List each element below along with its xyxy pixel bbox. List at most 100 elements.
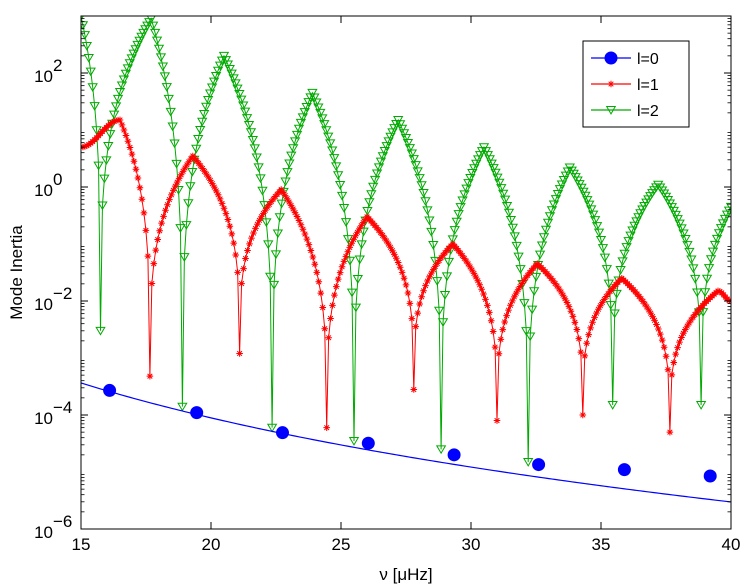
data-point: [354, 255, 365, 265]
data-point: [361, 436, 375, 450]
data-point: [350, 303, 362, 313]
data-point: [212, 66, 224, 76]
data-point: [684, 247, 695, 257]
data-point: [132, 165, 140, 173]
data-point: [329, 302, 336, 309]
data-point: [422, 282, 429, 289]
data-point: [220, 56, 232, 65]
data-point: [402, 281, 410, 289]
data-point: [492, 173, 503, 183]
data-point: [242, 255, 249, 262]
data-point: [166, 196, 173, 203]
y-tick-label: 10: [34, 409, 53, 428]
data-point: [344, 248, 352, 256]
data-point: [288, 144, 299, 154]
data-point: [645, 306, 653, 314]
data-point: [474, 277, 482, 285]
data-point: [202, 95, 214, 105]
data-point: [226, 222, 234, 230]
y-tick-exponent: −2: [53, 284, 72, 303]
data-point: [187, 167, 198, 177]
data-point: [519, 299, 530, 308]
data-point: [151, 36, 163, 46]
data-point: [130, 158, 138, 165]
data-point: [478, 285, 485, 293]
data-point: [396, 263, 404, 271]
data-point: [680, 329, 687, 337]
data-point: [701, 274, 713, 284]
data-point: [705, 255, 717, 265]
data-point: [108, 110, 120, 120]
data-point: [289, 137, 301, 147]
data-point: [199, 110, 210, 119]
data-point: [404, 289, 412, 297]
data-point: [662, 353, 670, 360]
data-point: [361, 216, 369, 223]
data-point: [398, 129, 410, 139]
data-point: [601, 265, 613, 274]
data-point: [210, 183, 218, 191]
data-point: [666, 428, 674, 436]
data-point: [488, 164, 499, 173]
legend: l=0 l=1 l=2: [582, 40, 690, 128]
data-point: [307, 88, 318, 98]
data-point: [263, 240, 274, 250]
data-point: [252, 225, 259, 232]
data-point: [193, 134, 204, 144]
data-point: [381, 234, 388, 242]
data-point: [284, 159, 295, 169]
data-point: [144, 252, 152, 260]
data-point: [175, 175, 183, 182]
data-point: [309, 93, 320, 103]
data-point: [153, 44, 165, 54]
data-point: [148, 280, 156, 287]
data-point: [605, 301, 616, 310]
data-point: [167, 122, 178, 132]
data-point: [441, 272, 453, 282]
data-point: [435, 445, 447, 455]
data-point: [486, 309, 493, 316]
data-point: [204, 89, 216, 99]
data-point: [245, 128, 257, 138]
data-point: [201, 167, 208, 175]
data-point: [586, 205, 597, 215]
data-point: [147, 21, 159, 31]
data-point: [686, 255, 697, 265]
data-point: [536, 241, 548, 251]
data-point: [253, 163, 264, 173]
data-point: [356, 225, 363, 233]
data-point: [295, 217, 303, 224]
x-tick-label: 20: [202, 535, 221, 554]
data-point: [346, 244, 354, 251]
data-point: [585, 331, 592, 338]
data-point: [103, 383, 117, 397]
data-point: [591, 222, 603, 231]
data-point: [368, 182, 379, 192]
data-point: [660, 343, 668, 351]
data-point: [579, 411, 587, 419]
data-point: [350, 236, 357, 243]
data-point: [85, 67, 96, 77]
data-point: [424, 277, 431, 285]
data-point: [709, 240, 721, 250]
data-point: [690, 274, 701, 284]
data-point: [561, 295, 569, 303]
data-point: [484, 302, 491, 309]
data-point: [276, 199, 287, 209]
data-point: [476, 281, 484, 289]
data-point: [435, 257, 443, 264]
data-point: [676, 338, 683, 346]
data-point: [250, 229, 257, 237]
data-point: [340, 258, 348, 265]
data-point: [173, 178, 181, 186]
data-point: [83, 54, 94, 63]
data-point: [228, 230, 236, 238]
plot-frame: [80, 15, 732, 530]
data-point: [224, 216, 232, 223]
legend-item-l=1: l=1: [591, 77, 659, 94]
data-point: [128, 150, 136, 158]
data-point: [617, 257, 628, 267]
data-point: [321, 126, 332, 135]
y-tick-exponent: −4: [53, 398, 72, 417]
